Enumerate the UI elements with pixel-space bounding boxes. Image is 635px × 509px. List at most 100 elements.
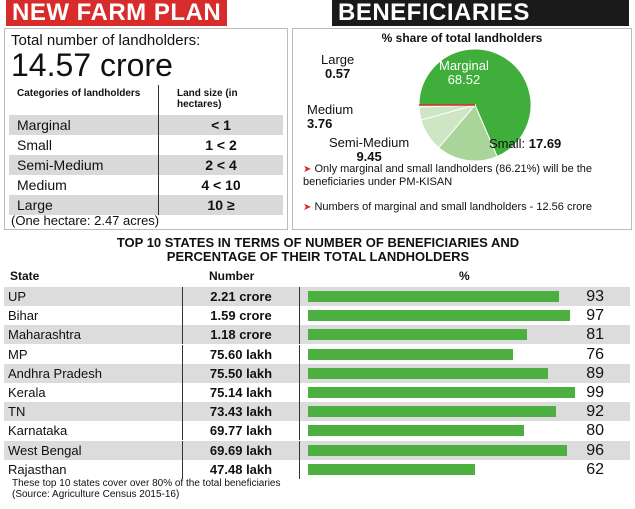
arrow-icon: ➤	[303, 164, 312, 175]
footnote: These top 10 states cover over 80% of th…	[12, 478, 281, 500]
pie-label-marginal-value: 68.52	[447, 72, 481, 87]
state-name: UP	[8, 289, 27, 304]
pie-note-1-text: Only marginal and small landholders (86.…	[303, 163, 593, 188]
landholders-panel: Total number of landholders: 14.57 crore…	[4, 28, 288, 230]
pie-panel: % share of total landholders Large 0.57 …	[292, 28, 632, 230]
beneficiary-number: 75.14 lakh	[182, 383, 300, 402]
pct-bar	[308, 444, 568, 456]
state-name: Andhra Pradesh	[8, 365, 102, 381]
pie-label-semi-medium: Semi-Medium 9.45	[329, 136, 409, 164]
states-title-line1: TOP 10 STATES IN TERMS OF NUMBER OF BENE…	[116, 235, 520, 250]
pct-bar	[308, 329, 527, 341]
state-name: West Bengal	[8, 442, 82, 458]
footnote-line1: These top 10 states cover over 80% of th…	[12, 478, 281, 489]
pie-label-marginal: Marginal 68.52	[439, 59, 489, 87]
pct-bar	[308, 291, 560, 302]
pie-label-small: Small: 17.69	[489, 136, 562, 151]
states-title: TOP 10 STATES IN TERMS OF NUMBER OF BENE…	[4, 236, 632, 264]
table-row: Marginal < 1	[9, 115, 283, 135]
number-col-header: Number	[209, 269, 255, 283]
state-name: Karnataka	[8, 423, 68, 439]
state-name: Bihar	[8, 308, 39, 324]
state-name: MP	[8, 346, 28, 362]
beneficiary-number: 75.60 lakh	[182, 344, 300, 364]
pct-bar	[308, 425, 524, 437]
total-landholders-label: Total number of landholders:	[11, 32, 201, 49]
beneficiary-number: 69.69 lakh	[182, 440, 300, 460]
pct-bar	[308, 348, 514, 360]
size-cell: 2 < 4	[205, 157, 237, 173]
beneficiary-number: 73.43 lakh	[182, 402, 300, 422]
header: NEW FARM PLAN BENEFICIARIES	[0, 0, 635, 26]
pct-value: 76	[586, 345, 604, 363]
pct-value: 96	[586, 441, 604, 459]
table-row: TN 73.43 lakh 92	[4, 402, 630, 422]
pie-label-large-name: Large	[321, 52, 355, 67]
state-name: Kerala	[8, 385, 46, 400]
pie-label-semi-medium-name: Semi-Medium	[329, 135, 410, 150]
pct-value: 62	[586, 460, 604, 478]
category-header: Categories of landholders	[9, 85, 159, 115]
pct-bar	[308, 367, 549, 379]
pie-label-semi-medium-value: 9.45	[356, 149, 382, 164]
state-col-header: State	[10, 269, 40, 283]
size-header: Land size (in hectares)	[177, 88, 238, 110]
pie-label-large-value: 0.57	[324, 66, 351, 81]
pct-col-header: %	[459, 269, 470, 283]
pct-value: 99	[586, 384, 604, 401]
pct-value: 97	[586, 307, 604, 325]
table-row: Semi-Medium 2 < 4	[9, 155, 283, 175]
category-cell: Semi-Medium	[9, 155, 159, 175]
pct-value: 80	[586, 422, 604, 440]
table-row: MP 75.60 lakh 76	[4, 344, 630, 364]
land-table-header: Categories of landholders Land size (in …	[9, 85, 283, 115]
table-row: Maharashtra 1.18 crore 81	[4, 325, 630, 345]
states-panel: TOP 10 STATES IN TERMS OF NUMBER OF BENE…	[4, 232, 632, 506]
pie-label-large: Large 0.57	[321, 53, 354, 81]
title-left: NEW FARM PLAN	[6, 0, 228, 26]
pie-slice-small	[438, 104, 498, 162]
pie-note-2-text: Numbers of marginal and small landholder…	[314, 201, 593, 213]
pct-value: 89	[586, 364, 604, 382]
pct-value: 93	[586, 288, 604, 305]
beneficiary-number: 2.21 crore	[182, 287, 300, 306]
total-landholders-value: 14.57 crore	[11, 47, 173, 83]
footnote-line2: (Source: Agriculture Census 2015-16)	[12, 489, 180, 500]
state-name: Maharashtra	[8, 327, 81, 343]
table-row: West Bengal 69.69 lakh 96	[4, 440, 630, 460]
table-row: Large 10 ≥	[9, 195, 283, 215]
pie-title: % share of total landholders	[381, 31, 543, 45]
title-right: BENEFICIARIES	[332, 0, 629, 26]
pie-label-small-value: 17.69	[528, 136, 562, 151]
pct-bar	[308, 463, 476, 475]
pct-bar	[308, 406, 557, 418]
pct-value: 92	[586, 403, 604, 421]
beneficiary-number: 47.48 lakh	[182, 459, 300, 479]
arrow-icon: ➤	[303, 202, 312, 213]
pie-note-1: ➤ Only marginal and small landholders (8…	[303, 163, 631, 188]
pie-note-2: ➤ Numbers of marginal and small landhold…	[303, 201, 592, 214]
state-name: Rajasthan	[8, 461, 67, 477]
table-row: Medium 4 < 10	[9, 175, 283, 195]
category-cell: Large	[9, 195, 159, 215]
pct-value: 81	[586, 326, 604, 344]
table-row: UP 2.21 crore 93	[4, 287, 630, 306]
pie-label-marginal-name: Marginal	[439, 58, 489, 73]
pie-label-medium: Medium 3.76	[307, 103, 353, 131]
size-cell: 10 ≥	[207, 197, 235, 213]
table-row: Kerala 75.14 lakh 99	[4, 383, 630, 402]
beneficiary-number: 1.18 crore	[182, 325, 300, 345]
table-row: Karnataka 69.77 lakh 80	[4, 421, 630, 441]
pie-chart	[418, 48, 532, 162]
beneficiary-number: 1.59 crore	[182, 306, 300, 326]
table-row: Bihar 1.59 crore 97	[4, 306, 630, 326]
pct-bar	[308, 387, 576, 398]
size-cell: < 1	[211, 117, 231, 133]
pct-bar	[308, 310, 570, 322]
beneficiary-number: 75.50 lakh	[182, 363, 300, 383]
table-row: Andhra Pradesh 75.50 lakh 89	[4, 363, 630, 383]
pie-label-medium-name: Medium	[307, 102, 354, 117]
hectare-note: (One hectare: 2.47 acres)	[11, 213, 160, 228]
beneficiary-number: 69.77 lakh	[182, 421, 300, 441]
table-row: Small 1 < 2	[9, 135, 283, 155]
